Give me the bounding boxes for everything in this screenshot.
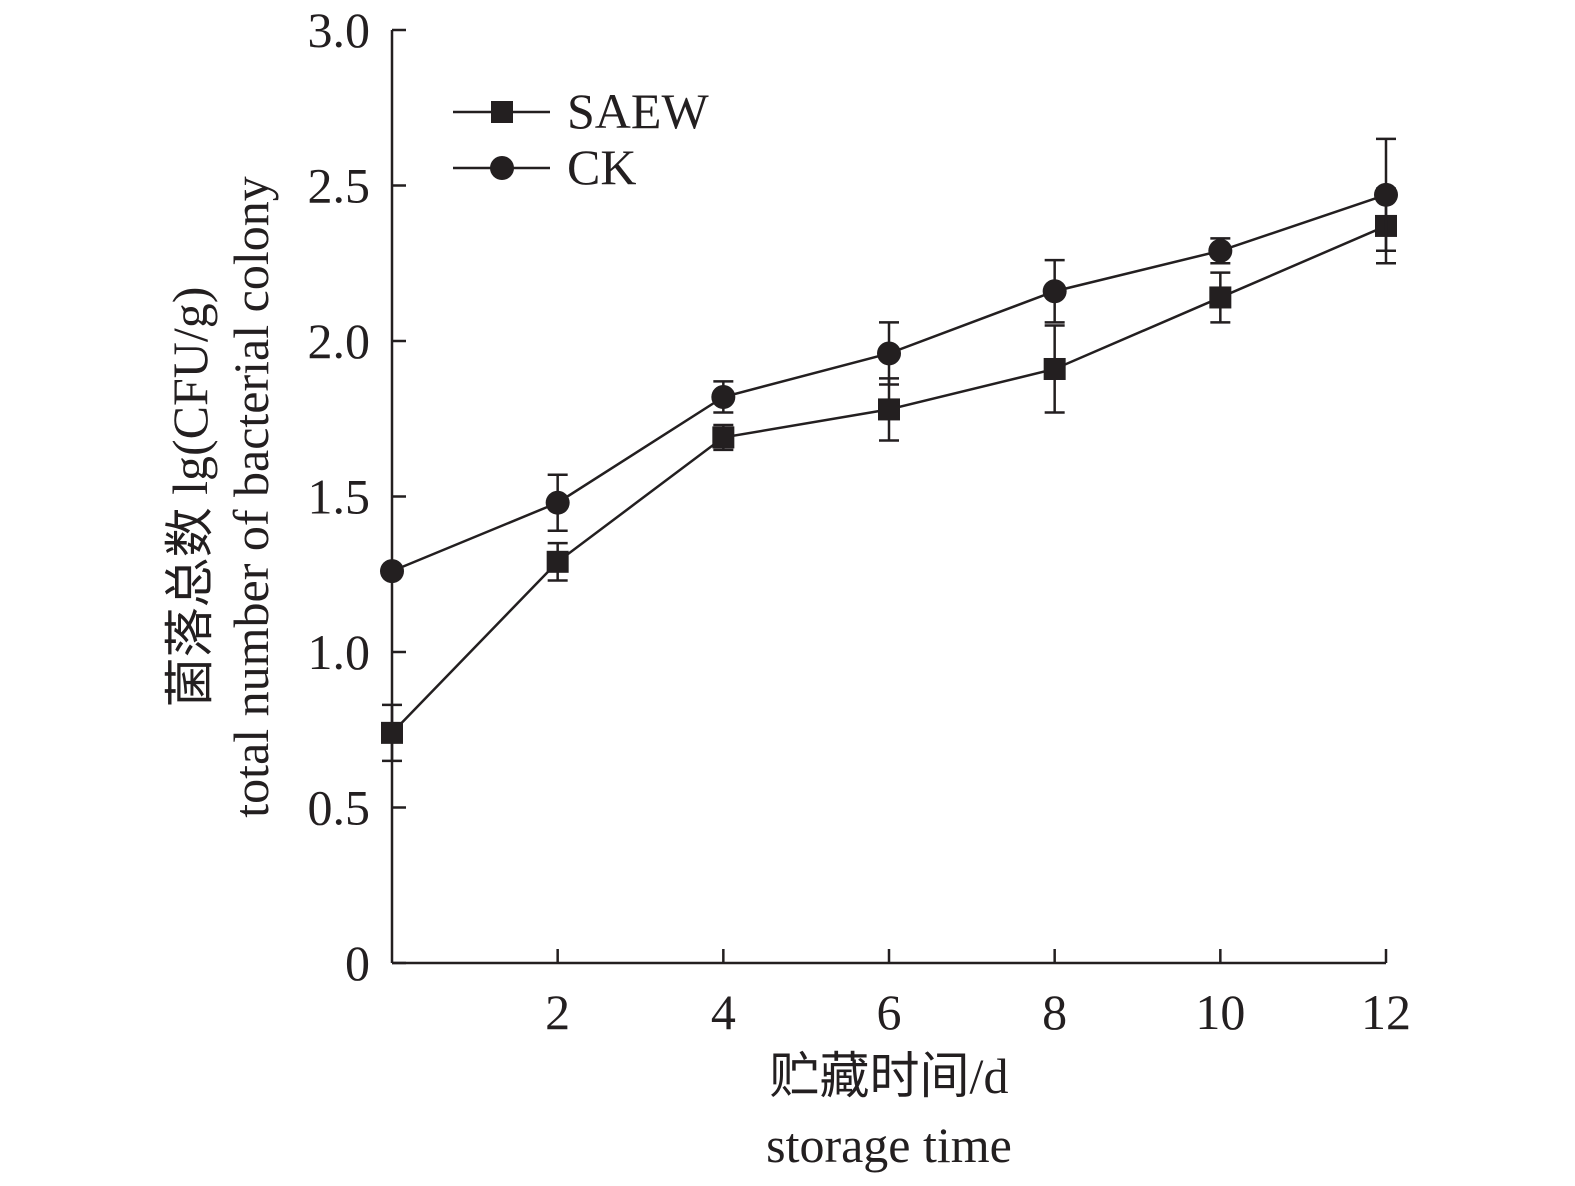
data-point-saew [381, 721, 403, 744]
data-point-ck [877, 341, 901, 366]
legend: SAEW CK [453, 83, 709, 195]
y-tick-label: 2.5 [308, 158, 371, 214]
legend-label-ck: CK [567, 139, 636, 195]
legend-square-marker [491, 101, 513, 123]
data-point-saew [878, 398, 900, 421]
y-axis-title-en: total number of bacterial colony [223, 176, 279, 817]
legend-label-saew: SAEW [567, 83, 709, 139]
data-point-saew [712, 426, 735, 449]
series-saew [381, 187, 1397, 763]
y-tick-label: 3.0 [308, 2, 371, 58]
y-tick-label: 0 [345, 935, 370, 991]
axes [390, 30, 1386, 965]
data-point-ck [380, 559, 404, 584]
ticks: 0 0.5 1.0 1.5 2.0 2.5 3.0 2 4 6 8 10 12 [308, 2, 1412, 1040]
x-tick-label: 2 [545, 984, 570, 1040]
data-point-saew [1043, 357, 1066, 380]
data-point-ck [711, 384, 736, 409]
x-tick-label: 8 [1042, 984, 1067, 1040]
y-tick-label: 1.0 [308, 624, 371, 680]
y-tick-label: 1.5 [308, 469, 371, 525]
x-tick-label: 12 [1361, 984, 1411, 1040]
series-line-saew [391, 224, 1387, 734]
x-tick-label: 6 [877, 984, 902, 1040]
series-ck [380, 137, 1398, 584]
data-point-saew [546, 550, 569, 573]
x-tick-label: 4 [711, 984, 736, 1040]
data-point-saew [1209, 286, 1232, 309]
x-axis-title-cn: 贮藏时间/d [770, 1048, 1009, 1104]
data-point-ck [1208, 238, 1233, 263]
series [380, 137, 1398, 763]
y-axis-title-cn: 菌落总数 lg(CFU/g) [162, 287, 218, 708]
data-point-ck [1042, 279, 1067, 304]
x-axis-title-en: storage time [766, 1117, 1012, 1173]
y-tick-label: 0.5 [308, 780, 371, 836]
x-tick-label: 10 [1195, 984, 1245, 1040]
legend-circle-marker [490, 156, 514, 180]
data-point-ck [545, 490, 570, 515]
y-tick-label: 2.0 [308, 313, 371, 369]
data-point-ck [1374, 182, 1398, 207]
